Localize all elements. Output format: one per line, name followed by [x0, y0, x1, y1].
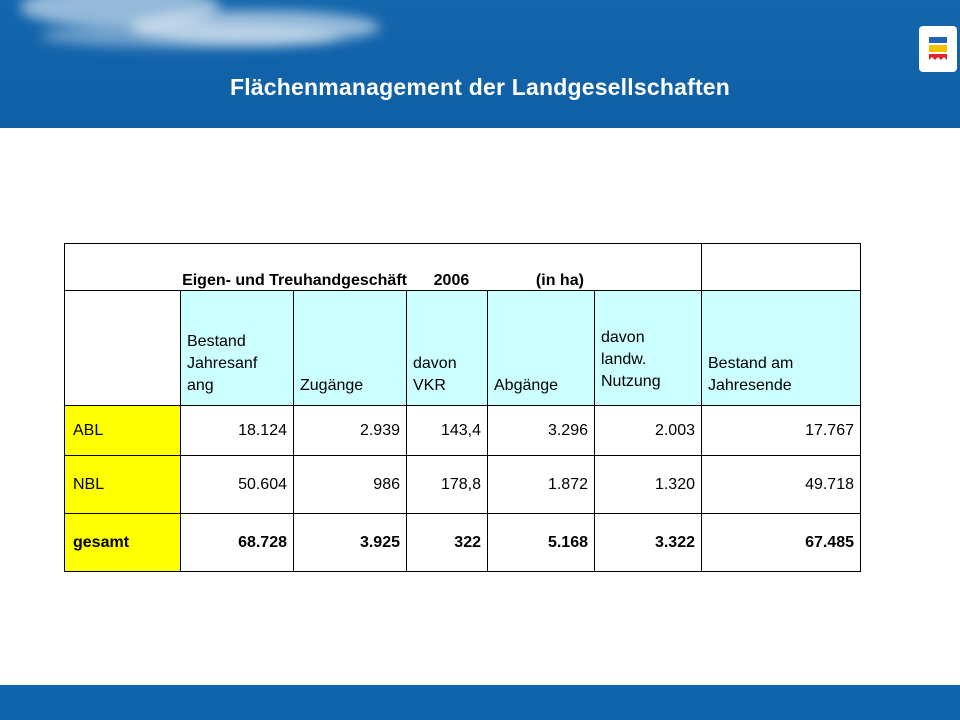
header-zugaenge: Zugänge [293, 290, 407, 406]
corner-cell [701, 243, 861, 291]
slide-title: Flächenmanagement der Landgesellschaften [229, 74, 731, 100]
cell-value: 3.925 [293, 513, 407, 572]
logo-mark-icon [929, 37, 947, 60]
header-line: Jahresende [708, 377, 792, 394]
header-bestand-jahresanfang: Bestand Jahresanf ang [180, 290, 294, 406]
header-line: ang [187, 377, 214, 394]
caption-text: Eigen- und Treuhandgeschäft [182, 272, 407, 289]
header-line: VKR [413, 377, 446, 394]
cell-value: 50.604 [180, 455, 294, 514]
cell-value: 1.872 [487, 455, 595, 514]
row-label: gesamt [64, 513, 181, 572]
header-line: davon [413, 355, 457, 372]
header-line: Jahresanf [187, 355, 258, 372]
header-line: Nutzung [601, 373, 661, 390]
cell-value: 143,4 [406, 405, 488, 456]
cell-value: 2.939 [293, 405, 407, 456]
header-bestand-jahresende: Bestand am Jahresende [701, 290, 861, 406]
cell-value: 67.485 [701, 513, 861, 572]
cell-value: 49.718 [701, 455, 861, 514]
cell-value: 322 [406, 513, 488, 572]
data-table: Eigen- und Treuhandgeschäft 2006 (in ha)… [64, 243, 861, 572]
header-davon-vkr: davon VKR [406, 290, 488, 406]
caption-unit: (in ha) [535, 272, 584, 289]
header-line: Bestand am [708, 355, 794, 372]
cell-value: 986 [293, 455, 407, 514]
cell-value: 3.322 [594, 513, 702, 572]
cell-value: 1.320 [594, 455, 702, 514]
logo [919, 26, 957, 72]
row-label: ABL [64, 405, 181, 456]
cell-value: 3.296 [487, 405, 595, 456]
caption-year: 2006 [433, 272, 470, 289]
cell-value: 17.767 [701, 405, 861, 456]
cell-value: 5.168 [487, 513, 595, 572]
header-empty-cell [64, 290, 181, 406]
header-line: Bestand [187, 333, 246, 350]
table-caption: Eigen- und Treuhandgeschäft 2006 (in ha) [64, 243, 702, 291]
cloud-decoration [40, 24, 340, 48]
footer-band [0, 685, 960, 720]
row-label: NBL [64, 455, 181, 514]
cell-value: 68.728 [180, 513, 294, 572]
cell-value: 178,8 [406, 455, 488, 514]
cloud-decoration [130, 10, 380, 44]
header-abgaenge: Abgänge [487, 290, 595, 406]
header-band: Flächenmanagement der Landgesellschaften [0, 0, 960, 128]
cell-value: 18.124 [180, 405, 294, 456]
table-row-abl: ABL 18.124 2.939 143,4 3.296 2.003 17.76… [64, 405, 861, 456]
header-line: davon [601, 329, 645, 346]
header-line: landw. [601, 351, 647, 368]
cell-value: 2.003 [594, 405, 702, 456]
table-row-nbl: NBL 50.604 986 178,8 1.872 1.320 49.718 [64, 455, 861, 514]
header-davon-landw-nutzung: davon landw. Nutzung [594, 290, 702, 406]
table-row-gesamt: gesamt 68.728 3.925 322 5.168 3.322 67.4… [64, 513, 861, 572]
